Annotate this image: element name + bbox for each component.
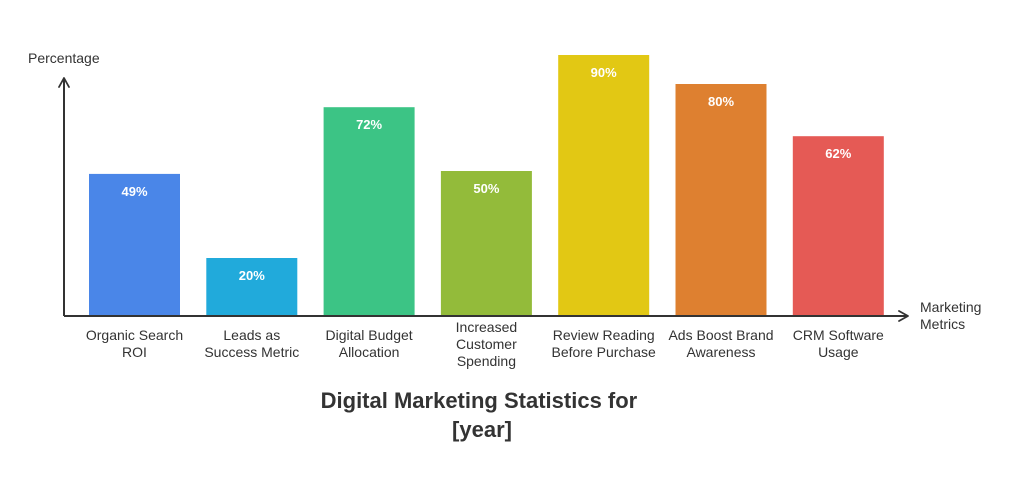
bar-value-label: 50% <box>473 181 499 196</box>
category-label-line: ROI <box>122 344 147 360</box>
category-label-line: Success Metric <box>204 344 299 360</box>
bar-value-label: 49% <box>121 184 147 199</box>
category-label-line: Awareness <box>686 344 755 360</box>
bar-value-label: 20% <box>239 268 265 283</box>
category-label-line: Before Purchase <box>552 344 656 360</box>
chart-title-line: Digital Marketing Statistics for <box>321 388 638 413</box>
bar-value-label: 72% <box>356 117 382 132</box>
category-label: Leads as Success Metric <box>204 327 299 360</box>
bar <box>323 107 415 315</box>
bar-value-label: 80% <box>708 94 734 109</box>
y-axis-label: Percentage <box>28 50 100 66</box>
x-axis-label: Marketing Metrics <box>920 299 985 332</box>
category-label-line: Ads Boost Brand <box>668 327 773 343</box>
category-label-line: CRM Software <box>793 327 884 343</box>
category-label: Increased Customer Spending <box>456 319 517 369</box>
category-label-line: Digital Budget <box>326 327 413 343</box>
category-label: Organic Search ROI <box>86 327 183 360</box>
category-label: Digital Budget Allocation <box>326 327 413 360</box>
bars-group <box>89 55 884 315</box>
category-label-line: Leads as <box>223 327 280 343</box>
category-label-line: Spending <box>457 353 516 369</box>
bar <box>792 136 884 315</box>
bar <box>558 55 650 315</box>
chart-title: Digital Marketing Statistics for [year] <box>321 388 644 442</box>
bar <box>89 173 180 315</box>
category-label-line: Review Reading <box>553 327 655 343</box>
category-label: Ads Boost Brand Awareness <box>668 327 773 360</box>
x-axis-label-line: Marketing <box>920 299 981 315</box>
category-label: Review Reading Before Purchase <box>552 327 656 360</box>
category-label: CRM Software Usage <box>793 327 884 360</box>
bar <box>206 258 298 315</box>
bar-value-label: 62% <box>825 146 851 161</box>
category-label-line: Usage <box>818 344 859 360</box>
bar <box>675 84 767 315</box>
category-label-line: Increased <box>456 319 517 335</box>
category-label-line: Organic Search <box>86 327 183 343</box>
chart-title-line: [year] <box>452 417 512 442</box>
bar <box>440 171 532 315</box>
category-label-line: Customer <box>456 336 517 352</box>
value-labels-group: 49% 20% 72% 50% 90% 80% 62% <box>121 65 851 283</box>
category-label-line: Allocation <box>339 344 400 360</box>
category-labels-group: Organic Search ROI Leads as Success Metric D… <box>86 319 884 369</box>
x-axis-label-line: Metrics <box>920 316 965 332</box>
bar-value-label: 90% <box>591 65 617 80</box>
